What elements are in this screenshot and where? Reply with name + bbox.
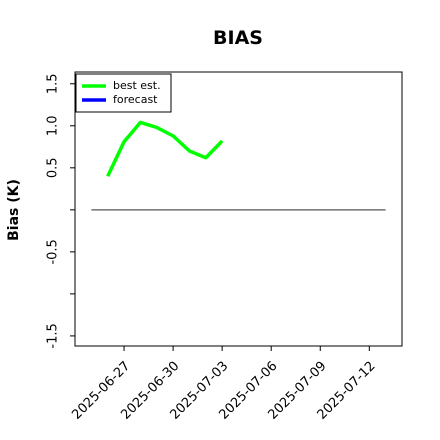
y-tick-label: -1.5 (46, 323, 61, 348)
legend-box (75, 73, 172, 113)
y-tick-label: 1.5 (46, 73, 61, 94)
legend-label: best est. (113, 79, 161, 92)
plot-frame (74, 71, 403, 347)
y-tick-label: 0.5 (46, 157, 61, 178)
y-axis-label: Bias (K) (6, 179, 22, 241)
chart-title: BIAS (213, 27, 263, 49)
legend-label: forecast (113, 93, 158, 106)
line-series (106, 120, 224, 177)
y-tick-label: -0.5 (46, 239, 61, 264)
y-tick-label: 1.0 (46, 115, 61, 136)
